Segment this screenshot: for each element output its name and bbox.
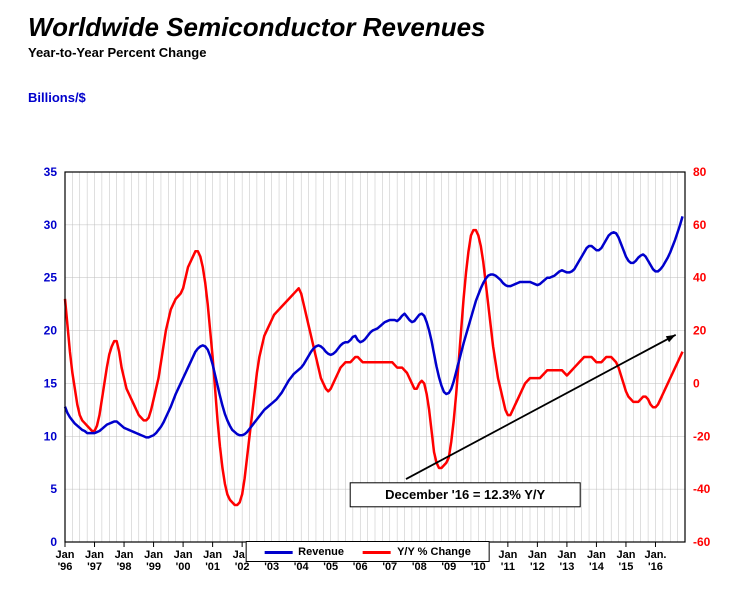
svg-text:Jan: Jan [56, 549, 75, 561]
svg-text:10: 10 [44, 429, 58, 443]
chart-subtitle: Year-to-Year Percent Change [0, 43, 735, 60]
legend-item-revenue: Revenue [264, 546, 344, 558]
svg-text:'14: '14 [589, 561, 605, 573]
svg-text:-20: -20 [693, 429, 711, 443]
svg-text:December '16 = 12.3% Y/Y: December '16 = 12.3% Y/Y [385, 487, 545, 502]
svg-text:Jan: Jan [498, 549, 517, 561]
svg-text:-60: -60 [693, 535, 711, 549]
svg-text:'10: '10 [471, 561, 486, 573]
svg-text:35: 35 [44, 165, 58, 179]
svg-text:20: 20 [693, 324, 707, 338]
svg-text:Jan: Jan [85, 549, 104, 561]
svg-text:'97: '97 [87, 561, 102, 573]
svg-text:-40: -40 [693, 482, 711, 496]
svg-text:'07: '07 [382, 561, 397, 573]
legend: Revenue Y/Y % Change [245, 541, 490, 563]
svg-text:0: 0 [693, 376, 700, 390]
svg-text:Jan: Jan [174, 549, 193, 561]
svg-text:Jan: Jan [587, 549, 606, 561]
svg-text:'05: '05 [323, 561, 338, 573]
svg-text:'08: '08 [412, 561, 427, 573]
left-axis-label: Billions/$ [28, 90, 86, 105]
svg-text:25: 25 [44, 271, 58, 285]
svg-text:'16: '16 [648, 561, 663, 573]
svg-text:'99: '99 [146, 561, 161, 573]
svg-text:'03: '03 [264, 561, 279, 573]
svg-text:'11: '11 [501, 561, 515, 573]
svg-text:'00: '00 [176, 561, 191, 573]
svg-text:Jan: Jan [115, 549, 134, 561]
svg-text:5: 5 [50, 482, 57, 496]
svg-text:0: 0 [50, 535, 57, 549]
svg-text:'04: '04 [294, 561, 310, 573]
svg-text:Jan: Jan [203, 549, 222, 561]
svg-text:Jan: Jan [557, 549, 576, 561]
svg-text:15: 15 [44, 376, 58, 390]
svg-text:Jan: Jan [616, 549, 635, 561]
svg-text:30: 30 [44, 218, 58, 232]
chart-title: Worldwide Semiconductor Revenues [0, 0, 735, 43]
svg-text:20: 20 [44, 324, 58, 338]
svg-text:'01: '01 [205, 561, 220, 573]
svg-text:'96: '96 [58, 561, 73, 573]
svg-text:60: 60 [693, 218, 707, 232]
svg-text:40: 40 [693, 271, 707, 285]
svg-text:'13: '13 [559, 561, 574, 573]
legend-item-yoy: Y/Y % Change [363, 546, 471, 558]
svg-text:'12: '12 [530, 561, 545, 573]
chart-canvas: 05101520253035-60-40-20020406080Jan'96Ja… [0, 60, 735, 600]
svg-text:'98: '98 [117, 561, 132, 573]
svg-text:80: 80 [693, 165, 707, 179]
svg-text:Jan: Jan [144, 549, 163, 561]
svg-text:'06: '06 [353, 561, 368, 573]
svg-text:'09: '09 [441, 561, 456, 573]
svg-text:Jan.: Jan. [644, 549, 666, 561]
svg-text:'15: '15 [619, 561, 634, 573]
svg-text:Jan: Jan [528, 549, 547, 561]
svg-text:'02: '02 [235, 561, 250, 573]
